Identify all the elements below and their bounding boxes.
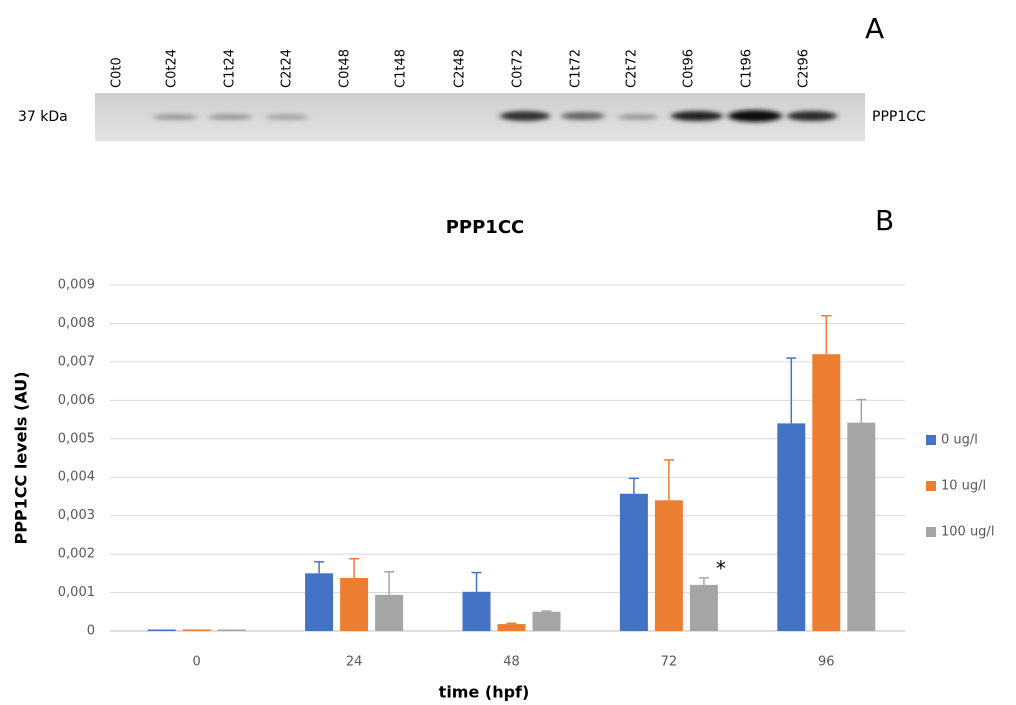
legend-label: 10 ug/l bbox=[941, 479, 986, 494]
lane-label: C2t72 bbox=[625, 49, 640, 88]
bar bbox=[183, 629, 211, 631]
figure: 37 kDa PPP1CC A PPP1CC B time (hpf) PPP1… bbox=[0, 0, 1016, 705]
y-axis-label: PPP1CC levels (AU) bbox=[12, 371, 31, 544]
bar bbox=[305, 573, 333, 631]
lane-label: C0t96 bbox=[682, 49, 697, 88]
bar bbox=[498, 624, 526, 631]
bar bbox=[812, 354, 840, 631]
x-tick-label: 48 bbox=[503, 655, 520, 670]
y-tick-label: 0,009 bbox=[58, 278, 95, 293]
x-axis-label: time (hpf) bbox=[439, 683, 530, 702]
lane-label: C1t96 bbox=[740, 49, 755, 88]
bar bbox=[655, 500, 683, 631]
bar bbox=[777, 423, 805, 631]
y-tick-label: 0,006 bbox=[58, 393, 95, 408]
lane-label: C1t48 bbox=[394, 49, 409, 88]
lane-label: C2t48 bbox=[453, 49, 468, 88]
legend-swatch bbox=[926, 481, 936, 491]
lane-label: C1t72 bbox=[569, 49, 584, 88]
lane-label: C2t24 bbox=[280, 49, 295, 88]
blot: 37 kDa PPP1CC A bbox=[18, 12, 926, 141]
y-tick-label: 0,001 bbox=[58, 585, 95, 600]
y-tick-label: 0,003 bbox=[58, 508, 95, 523]
chart-title: PPP1CC bbox=[446, 217, 525, 238]
annotation: * bbox=[716, 556, 726, 580]
lane-label: C0t0 bbox=[110, 57, 125, 88]
y-tick-label: 0,007 bbox=[58, 354, 95, 369]
bar bbox=[148, 629, 176, 631]
y-tick-label: 0,008 bbox=[58, 316, 95, 331]
panel-label: B bbox=[875, 204, 894, 237]
bar bbox=[340, 578, 368, 631]
lane-label: C1t24 bbox=[223, 49, 238, 88]
marker-label: 37 kDa bbox=[18, 109, 68, 125]
bar bbox=[218, 629, 246, 631]
bar bbox=[533, 612, 561, 631]
y-tick-label: 0,004 bbox=[58, 470, 95, 485]
bar bbox=[375, 595, 403, 631]
bar bbox=[620, 494, 648, 631]
y-tick-label: 0 bbox=[87, 624, 95, 639]
lane-label: C0t48 bbox=[338, 49, 353, 88]
legend-label: 100 ug/l bbox=[941, 525, 994, 540]
protein-label: PPP1CC bbox=[872, 109, 926, 125]
lane-label: C0t72 bbox=[511, 49, 526, 88]
legend-swatch bbox=[926, 435, 936, 445]
lane-label: C0t24 bbox=[165, 49, 180, 88]
y-tick-label: 0,005 bbox=[58, 431, 95, 446]
legend-label: 0 ug/l bbox=[941, 433, 978, 448]
lane-label: C2t96 bbox=[797, 49, 812, 88]
x-tick-label: 96 bbox=[818, 655, 835, 670]
bar bbox=[463, 592, 491, 631]
y-tick-label: 0,002 bbox=[58, 547, 95, 562]
legend-swatch bbox=[926, 527, 936, 537]
x-tick-label: 24 bbox=[346, 655, 363, 670]
x-tick-label: 0 bbox=[193, 655, 201, 670]
x-tick-label: 72 bbox=[661, 655, 678, 670]
bar bbox=[847, 423, 875, 631]
panel-label: A bbox=[865, 12, 884, 45]
bar bbox=[690, 585, 718, 631]
